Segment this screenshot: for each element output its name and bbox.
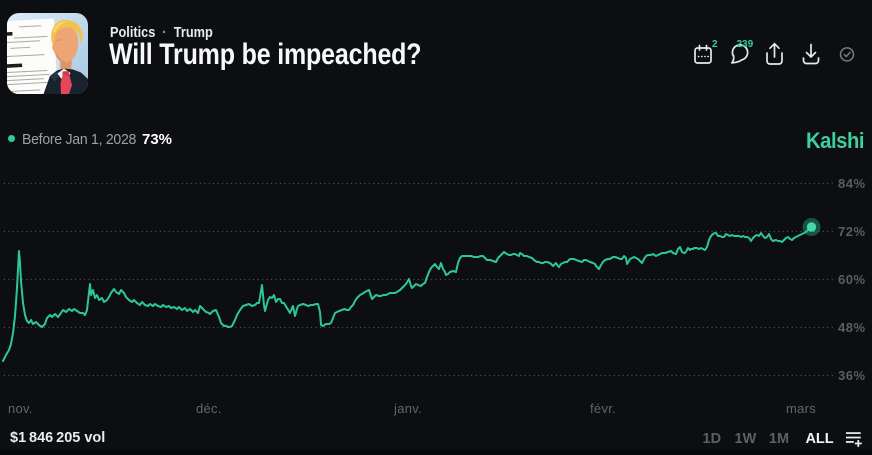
svg-text:72%: 72% xyxy=(838,224,866,239)
svg-text:36%: 36% xyxy=(838,368,866,383)
svg-text:déc.: déc. xyxy=(196,401,222,416)
svg-text:mars: mars xyxy=(786,401,816,416)
svg-text:2: 2 xyxy=(712,39,718,50)
svg-text:60%: 60% xyxy=(838,272,866,287)
svg-text:239: 239 xyxy=(737,39,754,50)
svg-text:84%: 84% xyxy=(838,176,866,191)
svg-text:nov.: nov. xyxy=(8,401,33,416)
svg-text:48%: 48% xyxy=(838,320,866,335)
svg-text:févr.: févr. xyxy=(590,401,616,416)
svg-text:janv.: janv. xyxy=(393,401,422,416)
